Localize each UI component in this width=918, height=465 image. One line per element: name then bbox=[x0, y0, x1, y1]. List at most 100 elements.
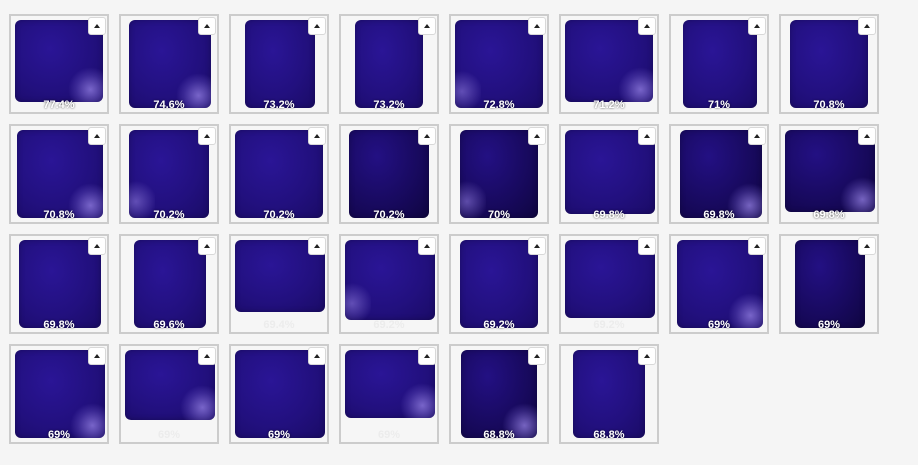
image-tile[interactable]: 72.8% bbox=[449, 14, 549, 114]
caret-up-icon bbox=[204, 354, 210, 358]
caret-up-icon bbox=[314, 244, 320, 248]
match-percent: 69.6% bbox=[153, 319, 185, 331]
expand-toggle-button[interactable] bbox=[88, 347, 106, 365]
expand-toggle-button[interactable] bbox=[88, 17, 106, 35]
image-tile[interactable]: 70% bbox=[449, 124, 549, 224]
image-tile[interactable]: 73.2% bbox=[229, 14, 329, 114]
image-tile[interactable]: 69.8% bbox=[9, 234, 109, 334]
image-tile[interactable]: 70.2% bbox=[339, 124, 439, 224]
caret-up-icon bbox=[644, 24, 650, 28]
image-thumbnail bbox=[245, 20, 315, 108]
expand-toggle-button[interactable] bbox=[858, 237, 876, 255]
image-tile[interactable]: 73.2% bbox=[339, 14, 439, 114]
match-percent: 69% bbox=[377, 429, 401, 441]
caret-up-icon bbox=[314, 134, 320, 138]
expand-toggle-button[interactable] bbox=[198, 17, 216, 35]
image-tile[interactable]: 70.2% bbox=[119, 124, 219, 224]
expand-toggle-button[interactable] bbox=[748, 17, 766, 35]
caret-up-icon bbox=[204, 134, 210, 138]
caret-up-icon bbox=[204, 24, 210, 28]
expand-toggle-button[interactable] bbox=[198, 347, 216, 365]
expand-toggle-button[interactable] bbox=[528, 347, 546, 365]
image-thumbnail bbox=[349, 130, 429, 218]
image-thumbnail bbox=[129, 20, 211, 108]
image-tile[interactable]: 68.8% bbox=[559, 344, 659, 444]
expand-toggle-button[interactable] bbox=[308, 17, 326, 35]
expand-toggle-button[interactable] bbox=[858, 17, 876, 35]
expand-toggle-button[interactable] bbox=[418, 237, 436, 255]
expand-toggle-button[interactable] bbox=[748, 237, 766, 255]
image-tile[interactable]: 69% bbox=[9, 344, 109, 444]
match-percent: 69% bbox=[157, 429, 181, 441]
image-tile[interactable]: 68.8% bbox=[449, 344, 549, 444]
expand-toggle-button[interactable] bbox=[638, 237, 656, 255]
expand-toggle-button[interactable] bbox=[418, 347, 436, 365]
match-percent: 73.2% bbox=[373, 99, 405, 111]
match-percent: 69.8% bbox=[593, 209, 625, 221]
image-tile[interactable]: 71% bbox=[669, 14, 769, 114]
caret-up-icon bbox=[314, 24, 320, 28]
image-thumbnail bbox=[790, 20, 868, 108]
image-tile[interactable]: 70.8% bbox=[779, 14, 879, 114]
image-tile[interactable]: 71.2% bbox=[559, 14, 659, 114]
expand-toggle-button[interactable] bbox=[528, 17, 546, 35]
expand-toggle-button[interactable] bbox=[198, 127, 216, 145]
image-tile[interactable]: 69.2% bbox=[449, 234, 549, 334]
match-percent: 68.8% bbox=[593, 429, 625, 441]
expand-toggle-button[interactable] bbox=[638, 347, 656, 365]
image-tile[interactable]: 69.8% bbox=[559, 124, 659, 224]
match-percent: 74.6% bbox=[153, 99, 185, 111]
match-percent: 69% bbox=[47, 429, 71, 441]
caret-up-icon bbox=[424, 244, 430, 248]
expand-toggle-button[interactable] bbox=[638, 127, 656, 145]
image-tile[interactable]: 74.6% bbox=[119, 14, 219, 114]
image-tile[interactable]: 69.4% bbox=[229, 234, 329, 334]
expand-toggle-button[interactable] bbox=[308, 237, 326, 255]
match-percent: 69.4% bbox=[263, 319, 295, 331]
expand-toggle-button[interactable] bbox=[88, 237, 106, 255]
caret-up-icon bbox=[754, 134, 760, 138]
image-tile[interactable]: 69% bbox=[229, 344, 329, 444]
expand-toggle-button[interactable] bbox=[748, 127, 766, 145]
expand-toggle-button[interactable] bbox=[308, 127, 326, 145]
expand-toggle-button[interactable] bbox=[528, 237, 546, 255]
expand-toggle-button[interactable] bbox=[88, 127, 106, 145]
expand-toggle-button[interactable] bbox=[418, 127, 436, 145]
image-tile[interactable]: 69.2% bbox=[559, 234, 659, 334]
image-thumbnail bbox=[461, 350, 537, 438]
image-tile[interactable]: 77.4% bbox=[9, 14, 109, 114]
caret-up-icon bbox=[534, 244, 540, 248]
caret-up-icon bbox=[534, 24, 540, 28]
match-percent: 72.8% bbox=[483, 99, 515, 111]
caret-up-icon bbox=[864, 244, 870, 248]
expand-toggle-button[interactable] bbox=[638, 17, 656, 35]
image-thumbnail bbox=[785, 130, 875, 212]
match-percent: 77.4% bbox=[43, 99, 75, 111]
caret-up-icon bbox=[754, 244, 760, 248]
image-tile[interactable]: 69% bbox=[669, 234, 769, 334]
image-tile[interactable]: 69% bbox=[339, 344, 439, 444]
image-tile[interactable]: 70.8% bbox=[9, 124, 109, 224]
match-percent: 71% bbox=[707, 99, 731, 111]
image-thumbnail bbox=[355, 20, 423, 108]
image-tile[interactable]: 69% bbox=[119, 344, 219, 444]
caret-up-icon bbox=[644, 244, 650, 248]
image-thumbnail bbox=[460, 240, 538, 328]
image-tile[interactable]: 69.6% bbox=[119, 234, 219, 334]
expand-toggle-button[interactable] bbox=[308, 347, 326, 365]
expand-toggle-button[interactable] bbox=[198, 237, 216, 255]
image-tile[interactable]: 69.8% bbox=[669, 124, 769, 224]
match-percent: 70.8% bbox=[813, 99, 845, 111]
expand-toggle-button[interactable] bbox=[858, 127, 876, 145]
image-tile[interactable]: 69.2% bbox=[339, 234, 439, 334]
caret-up-icon bbox=[644, 354, 650, 358]
image-tile[interactable]: 69% bbox=[779, 234, 879, 334]
caret-up-icon bbox=[644, 134, 650, 138]
image-thumbnail bbox=[19, 240, 101, 328]
image-tile[interactable]: 70.2% bbox=[229, 124, 329, 224]
expand-toggle-button[interactable] bbox=[418, 17, 436, 35]
caret-up-icon bbox=[94, 244, 100, 248]
caret-up-icon bbox=[424, 24, 430, 28]
expand-toggle-button[interactable] bbox=[528, 127, 546, 145]
image-tile[interactable]: 69.8% bbox=[779, 124, 879, 224]
